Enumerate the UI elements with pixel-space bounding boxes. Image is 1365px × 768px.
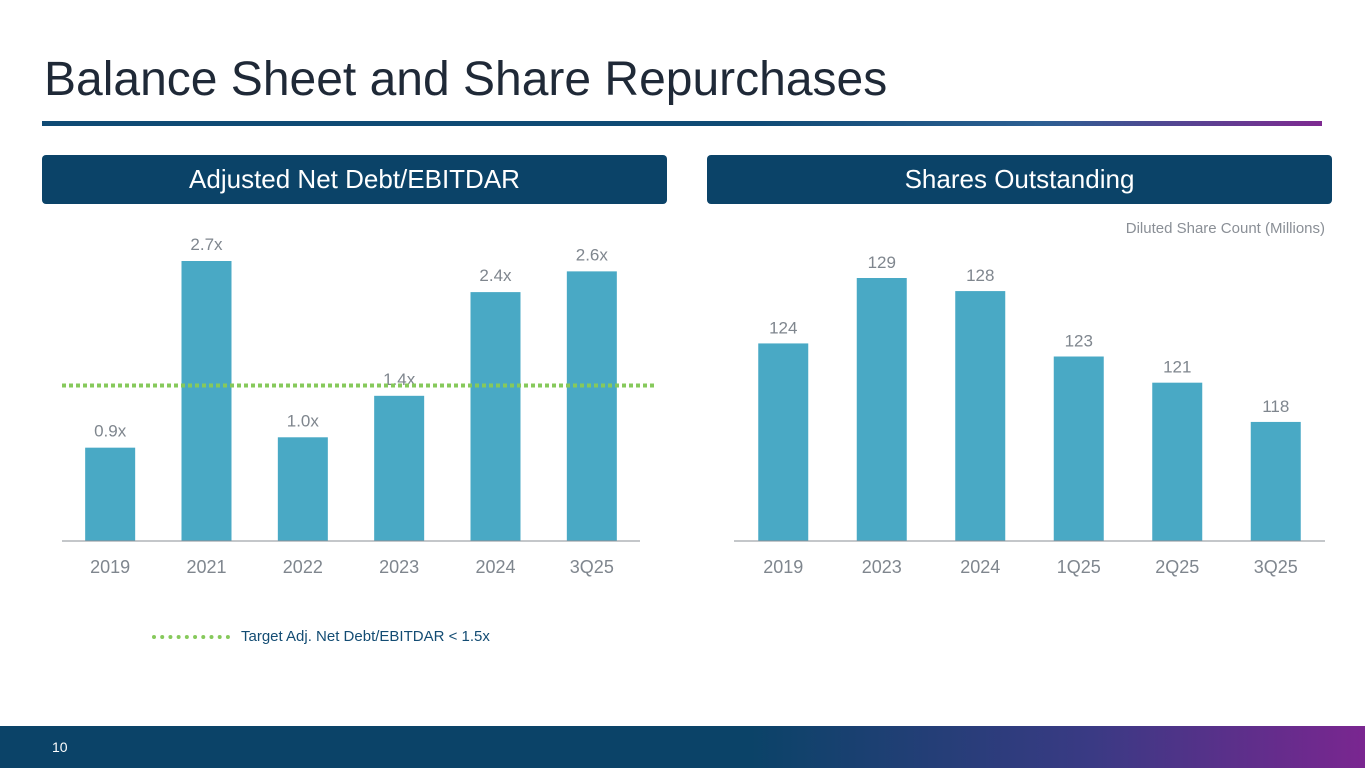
tick-label-1-4: 2Q25 bbox=[1155, 557, 1199, 577]
page-title: Balance Sheet and Share Repurchases bbox=[44, 53, 888, 106]
bar-1-2 bbox=[955, 291, 1006, 541]
tick-label-1-3: 1Q25 bbox=[1057, 557, 1101, 577]
data-label-0-0: 0.9x bbox=[94, 422, 127, 441]
tick-label-1-2: 2024 bbox=[960, 557, 1000, 577]
bar-1-5 bbox=[1250, 421, 1301, 541]
data-label-1-3: 123 bbox=[1065, 332, 1093, 351]
tick-label-0-2: 2022 bbox=[283, 557, 323, 577]
tick-label-0-4: 2024 bbox=[475, 557, 515, 577]
bar-0-0 bbox=[85, 447, 136, 541]
tick-label-1-1: 2023 bbox=[862, 557, 902, 577]
tick-label-0-3: 2023 bbox=[379, 557, 419, 577]
data-label-1-1: 129 bbox=[868, 253, 896, 272]
footer-bar bbox=[0, 726, 1365, 768]
tick-label-0-1: 2021 bbox=[186, 557, 226, 577]
bar-0-4 bbox=[470, 292, 521, 541]
data-label-1-4: 121 bbox=[1163, 358, 1191, 377]
bar-0-3 bbox=[374, 395, 425, 541]
bar-1-4 bbox=[1152, 382, 1203, 541]
bar-0-5 bbox=[566, 271, 617, 541]
target-legend-swatch bbox=[152, 635, 230, 639]
tick-label-1-0: 2019 bbox=[763, 557, 803, 577]
page-number: 10 bbox=[52, 739, 68, 755]
bar-1-0 bbox=[758, 343, 809, 541]
title-divider bbox=[42, 121, 1322, 126]
tick-label-0-0: 2019 bbox=[90, 557, 130, 577]
left-chart-header: Adjusted Net Debt/EBITDAR bbox=[42, 155, 667, 204]
data-label-1-0: 124 bbox=[769, 318, 797, 337]
data-label-0-5: 2.6x bbox=[576, 245, 609, 264]
tick-label-1-5: 3Q25 bbox=[1254, 557, 1298, 577]
right-chart-header: Shares Outstanding bbox=[707, 155, 1332, 204]
bar-1-3 bbox=[1053, 356, 1104, 541]
data-label-0-4: 2.4x bbox=[479, 266, 512, 285]
bar-1-1 bbox=[856, 278, 907, 541]
bar-0-1 bbox=[181, 261, 232, 541]
data-label-0-1: 2.7x bbox=[190, 235, 223, 254]
bar-0-2 bbox=[277, 437, 328, 541]
share-count-units: Diluted Share Count (Millions) bbox=[1125, 220, 1325, 237]
data-label-1-5: 118 bbox=[1262, 397, 1289, 416]
data-label-0-2: 1.0x bbox=[287, 411, 320, 430]
tick-label-0-5: 3Q25 bbox=[570, 557, 614, 577]
target-legend-label: Target Adj. Net Debt/EBITDAR < 1.5x bbox=[241, 628, 490, 645]
data-label-1-2: 128 bbox=[966, 266, 994, 285]
